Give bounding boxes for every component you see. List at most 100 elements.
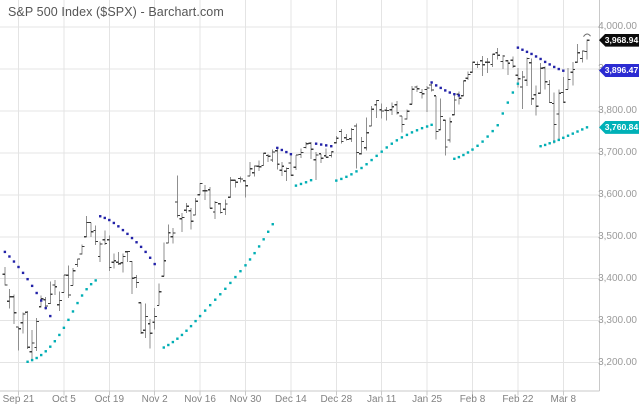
sar-dot-teal	[355, 170, 358, 173]
sar-dot-teal	[180, 333, 184, 337]
sar-dot-navy	[8, 255, 11, 258]
sar-dot-teal	[385, 146, 388, 149]
sar-dot-navy	[26, 277, 29, 281]
sar-dot-teal	[85, 288, 88, 291]
sar-dot-teal	[501, 112, 504, 115]
sar-dot-teal	[309, 178, 313, 182]
x-axis-label: Nov 2	[141, 394, 168, 405]
sar-dot-navy	[548, 63, 551, 66]
sar-dot-teal	[548, 142, 551, 145]
sar-dot-teal	[415, 129, 419, 132]
sar-dot-teal	[44, 350, 47, 353]
sar-dot-teal	[370, 158, 373, 162]
sar-dot-teal	[26, 360, 29, 363]
sar-dot-teal	[162, 346, 165, 349]
sar-dot-teal	[466, 151, 470, 154]
sar-dot-navy	[21, 271, 25, 275]
sar-dot-navy	[525, 50, 529, 54]
sar-dot-teal	[267, 230, 270, 233]
sar-dot-teal	[253, 251, 256, 255]
sar-dot-teal	[58, 333, 61, 337]
x-axis-label: Nov 16	[184, 394, 216, 405]
sar-dot-navy	[289, 152, 293, 156]
sar-dot-teal	[67, 318, 70, 322]
sar-dot-navy	[30, 284, 34, 288]
sar-dot-teal	[185, 329, 188, 332]
x-axis-label: Sep 21	[2, 394, 35, 405]
sar-dot-teal	[486, 135, 489, 138]
sar-dot-teal	[89, 282, 93, 286]
sar-dot-navy	[276, 146, 279, 150]
sar-dot-teal	[585, 126, 589, 129]
sar-dot-teal	[219, 293, 222, 296]
sar-dot-teal	[189, 324, 193, 328]
sar-dot-teal	[257, 245, 261, 248]
sar-dot-navy	[139, 245, 143, 249]
sar-dot-teal	[491, 129, 494, 133]
sar-dot-navy	[439, 86, 442, 90]
sar-dot-teal	[171, 340, 175, 344]
x-axis-label: Feb 22	[502, 394, 534, 405]
sar-dot-teal	[553, 140, 556, 143]
sar-dot-teal	[35, 356, 38, 360]
y-axis-label: 3,600.00	[598, 188, 637, 200]
sar-teal-last-badge: 3,760.84	[599, 120, 639, 134]
sar-dot-teal	[294, 184, 298, 187]
sar-dot-teal	[462, 153, 465, 157]
sar-dot-navy	[285, 150, 288, 154]
y-axis-label: 3,700.00	[598, 146, 637, 158]
sar-dot-navy	[12, 260, 16, 263]
sar-dot-teal	[395, 139, 399, 142]
sar-dot-navy	[314, 142, 318, 145]
last-bar-marker	[583, 33, 591, 37]
sar-dot-teal	[410, 131, 414, 134]
sar-dot-navy	[530, 52, 533, 56]
x-axis-label: Nov 30	[229, 394, 262, 405]
sar-dot-teal	[539, 145, 542, 148]
x-axis-label: Oct 19	[94, 394, 125, 405]
last-price-badge: 3,968.94	[599, 33, 639, 47]
sar-dot-teal	[481, 140, 484, 143]
sar-dot-teal	[208, 303, 212, 307]
sar-dot-navy	[17, 265, 20, 269]
sar-dot-teal	[365, 163, 368, 166]
y-axis-label: 3,300.00	[598, 314, 637, 326]
sar-dot-navy	[153, 262, 156, 266]
sar-dot-teal	[299, 182, 303, 186]
sar-dot-teal	[271, 223, 274, 226]
sar-dot-navy	[330, 145, 333, 148]
sar-dot-teal	[194, 319, 197, 323]
x-axis-label: Mar 8	[550, 394, 577, 405]
sar-dot-teal	[234, 275, 237, 279]
sar-dot-navy	[444, 89, 447, 92]
sar-dot-teal	[53, 340, 57, 343]
sar-dot-teal	[476, 144, 479, 147]
sar-dot-teal	[420, 126, 424, 130]
sar-navy-last-badge: 3,896.47	[599, 64, 639, 78]
sar-dot-navy	[562, 69, 565, 72]
sar-dot-navy	[457, 94, 461, 97]
chart-title: S&P 500 Index ($SPX) - Barchart.com	[8, 5, 224, 19]
sar-dot-navy	[553, 65, 556, 69]
sar-dot-teal	[49, 345, 52, 348]
sar-dot-navy	[539, 57, 542, 61]
sar-dot-teal	[71, 310, 75, 313]
sar-dot-teal	[40, 353, 43, 357]
sar-dot-teal	[581, 128, 584, 131]
sar-dot-teal	[176, 337, 179, 340]
sar-dot-navy	[121, 228, 125, 232]
sar-dot-navy	[126, 232, 129, 236]
sar-dot-teal	[62, 326, 66, 330]
sar-dot-navy	[35, 291, 38, 295]
sar-dot-teal	[244, 264, 247, 267]
y-axis-label: 3,400.00	[598, 272, 637, 284]
sar-dot-navy	[325, 144, 328, 147]
sar-dot-teal	[405, 133, 409, 137]
sar-dot-teal	[562, 136, 565, 140]
sar-dot-navy	[49, 314, 52, 318]
sar-dot-teal	[167, 343, 170, 347]
sar-dot-teal	[566, 134, 570, 137]
sar-dot-teal	[390, 142, 393, 145]
